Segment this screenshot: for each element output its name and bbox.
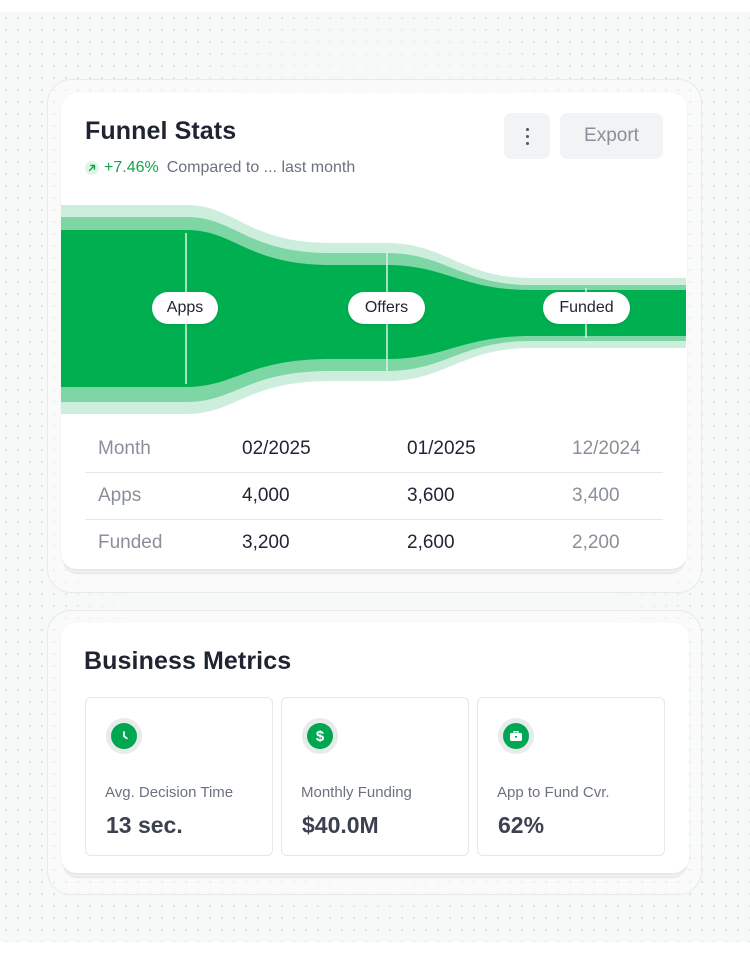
trend-percentage: +7.46% xyxy=(104,159,159,176)
table-row: Apps 4,000 3,600 3,400 xyxy=(85,472,663,520)
briefcase-icon xyxy=(503,723,529,749)
svg-text:$: $ xyxy=(316,728,325,745)
table-header-cell: Month xyxy=(98,438,151,459)
table-cell: 4,000 xyxy=(242,472,407,520)
table-header-cell: 01/2025 xyxy=(407,438,476,459)
funnel-stats-card: Funnel Stats +7.46% Compared to ... last… xyxy=(61,93,687,569)
metric-value: 62% xyxy=(498,812,545,838)
table-row: Funded 3,200 2,600 2,200 xyxy=(85,519,663,566)
table-cell: Apps xyxy=(85,472,242,520)
stage-label-offers: Offers xyxy=(348,292,425,324)
business-metrics-title: Business Metrics xyxy=(84,647,292,675)
table-cell: 3,600 xyxy=(407,472,572,520)
table-header-cell: 02/2025 xyxy=(242,438,311,459)
table-cell: 2,200 xyxy=(572,519,663,566)
table-cell: 3,200 xyxy=(242,519,407,566)
metric-label: Monthly Funding xyxy=(301,784,412,801)
metric-app-to-fund-conversion: App to Fund Cvr. 62% xyxy=(477,697,665,856)
arrow-up-right-icon xyxy=(85,161,99,175)
metric-label: Avg. Decision Time xyxy=(105,784,234,801)
more-vertical-dot xyxy=(525,141,529,145)
metric-icon-badge: $ xyxy=(302,718,338,754)
clock-icon xyxy=(111,723,137,749)
stage-label-apps: Apps xyxy=(152,292,218,324)
table-cell: Funded xyxy=(85,519,242,566)
funnel-stats-table: Month 02/2025 01/2025 12/2024 Apps 4,000… xyxy=(85,426,663,566)
metric-value: 13 sec. xyxy=(106,812,183,838)
metric-icon-badge xyxy=(498,718,534,754)
table-header-row: Month 02/2025 01/2025 12/2024 xyxy=(85,426,663,473)
table-header-cell: 12/2024 xyxy=(572,438,641,459)
trend-comparison-text: Compared to ... last month xyxy=(166,159,356,176)
metric-label: App to Fund Cvr. xyxy=(497,784,610,801)
more-vertical-icon xyxy=(525,127,529,131)
funnel-stats-title: Funnel Stats xyxy=(85,117,237,145)
business-metrics-card: Business Metrics Avg. Decision Time 13 s… xyxy=(61,623,689,873)
table-cell: 3,400 xyxy=(572,472,663,520)
metric-value: $40.0M xyxy=(302,812,379,838)
more-vertical-dot xyxy=(525,134,529,138)
metric-icon-badge xyxy=(106,718,142,754)
more-options-button[interactable] xyxy=(504,113,550,159)
export-button[interactable]: Export xyxy=(560,113,663,159)
dollar-icon: $ xyxy=(307,723,333,749)
metric-avg-decision-time: Avg. Decision Time 13 sec. xyxy=(85,697,273,856)
trend-summary: +7.46% Compared to ... last month xyxy=(85,159,355,177)
table-cell: 2,600 xyxy=(407,519,572,566)
stage-label-funded: Funded xyxy=(543,292,630,324)
metric-monthly-funding: $ Monthly Funding $40.0M xyxy=(281,697,469,856)
